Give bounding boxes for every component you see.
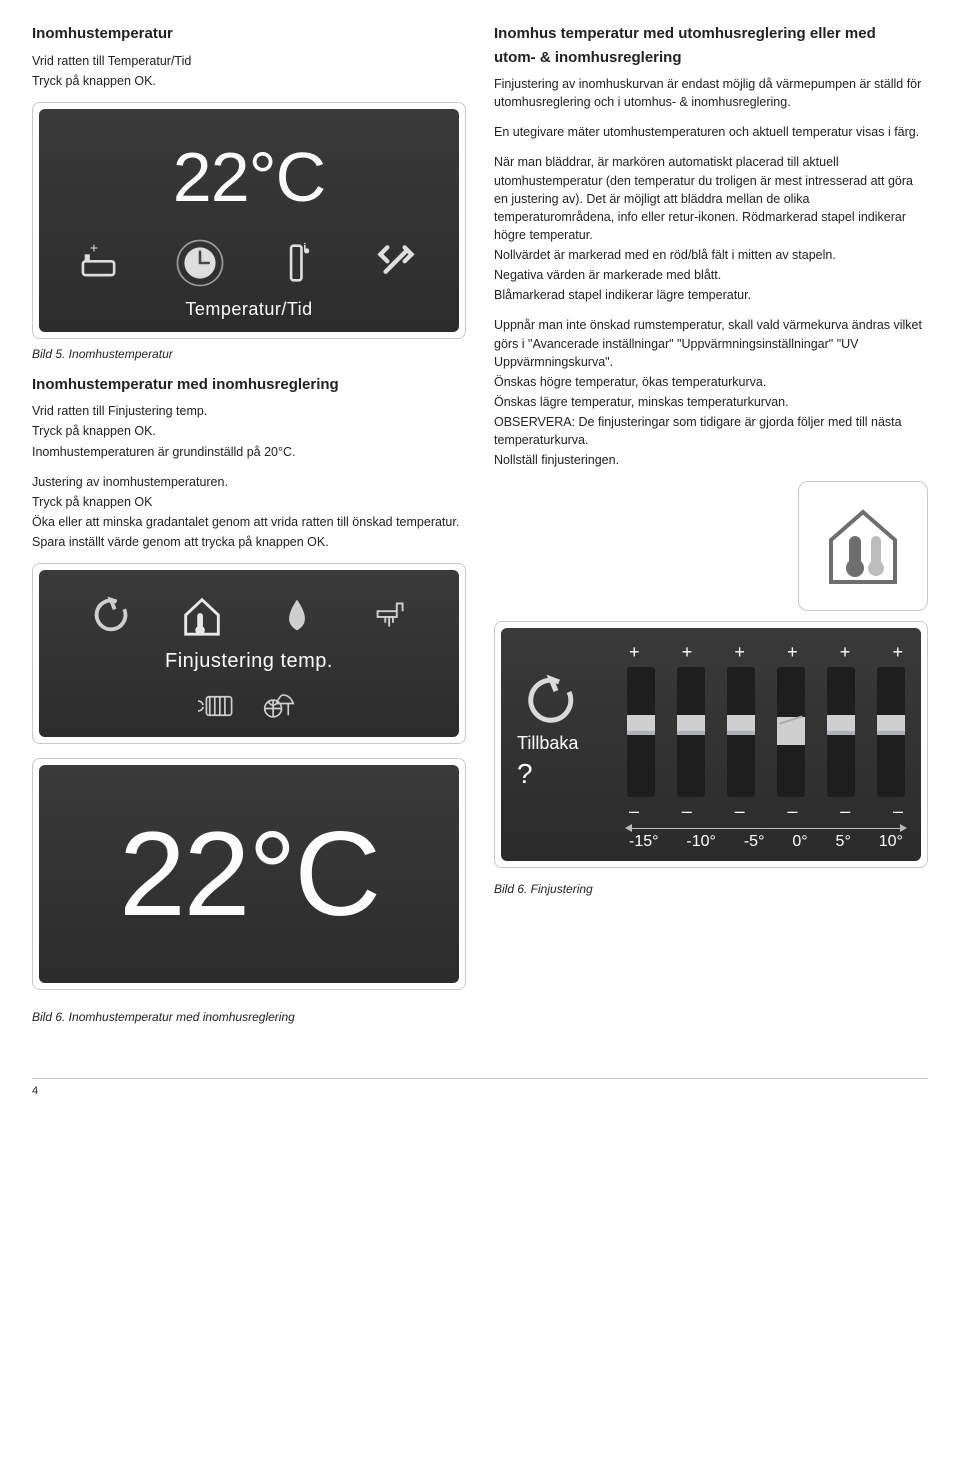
radiator-icon xyxy=(198,685,240,727)
screen1: 22°C + xyxy=(39,109,459,332)
info-icon: i xyxy=(272,237,324,289)
right-h1b: utom- & inomhusreglering xyxy=(494,48,928,68)
page-number: 4 xyxy=(32,1085,928,1097)
house-info-box xyxy=(798,481,928,611)
axis-label: 5° xyxy=(836,833,851,851)
drop-icon xyxy=(273,592,321,640)
hotwater-icon: + xyxy=(76,237,128,289)
screen2: Finjustering temp. xyxy=(39,570,459,737)
minus-label: – xyxy=(840,801,850,822)
right-p5: Negativa värden är markerade med blått. xyxy=(494,266,928,284)
wrench-icon xyxy=(370,237,422,289)
left-p1: Vrid ratten till Temperatur/Tid xyxy=(32,52,466,70)
bar-3[interactable] xyxy=(777,667,805,797)
right-p8: Önskas högre temperatur, ökas temperatur… xyxy=(494,373,928,391)
bar-5[interactable] xyxy=(877,667,905,797)
left-p2: Tryck på knappen OK. xyxy=(32,72,466,90)
screen1-frame: 22°C + xyxy=(32,102,466,339)
axis-label: -15° xyxy=(629,833,659,851)
minus-label: – xyxy=(629,801,639,822)
plus-label: + xyxy=(787,642,798,663)
left-p3: Vrid ratten till Finjustering temp. xyxy=(32,402,466,420)
right-p11: Nollställ finjusteringen. xyxy=(494,451,928,469)
axis-label: 10° xyxy=(879,833,903,851)
back-label: Tillbaka xyxy=(517,733,613,754)
house-thermo-icon xyxy=(813,496,913,596)
globe-umbrella-icon xyxy=(258,685,300,727)
plus-label: + xyxy=(682,642,693,663)
caption2: Bild 6. Inomhustemperatur med inomhusreg… xyxy=(32,1010,466,1024)
left-h1: Inomhustemperatur xyxy=(32,24,466,44)
caption1: Bild 5. Inomhustemperatur xyxy=(32,347,466,361)
right-p3: När man bläddrar, är markören automatisk… xyxy=(494,153,928,244)
bar-1[interactable] xyxy=(677,667,705,797)
plus-label: + xyxy=(840,642,851,663)
clock-icon xyxy=(174,237,226,289)
bar-4[interactable] xyxy=(827,667,855,797)
left-h2: Inomhustemperatur med inomhusreglering xyxy=(32,375,466,395)
left-p6: Justering av inomhustemperaturen. xyxy=(32,473,466,491)
right-p2: En utegivare mäter utomhustemperaturen o… xyxy=(494,123,928,141)
plus-row: + + + + + + xyxy=(627,642,905,663)
bars xyxy=(627,667,905,797)
right-p7: Uppnår man inte önskad rumstemperatur, s… xyxy=(494,316,928,370)
screen3-temp: 22°C xyxy=(51,777,447,971)
axis-label: -5° xyxy=(744,833,765,851)
house-temp-icon xyxy=(178,592,226,640)
svg-text:+: + xyxy=(90,239,98,255)
right-h1a: Inomhus temperatur med utomhusreglering … xyxy=(494,24,928,44)
right-p1: Finjustering av inomhuskurvan är endast … xyxy=(494,75,928,111)
axis-label: -10° xyxy=(686,833,716,851)
minus-label: – xyxy=(735,801,745,822)
screen1-icons: + i xyxy=(51,233,447,291)
screen1-temp: 22°C xyxy=(51,121,447,233)
right-p4: Nollvärdet är markerad med en röd/blå fä… xyxy=(494,246,928,264)
bars-area: + + + + + + – – – – – – -15° -10° -5° 0° 5° 10° xyxy=(627,642,905,853)
minus-label: – xyxy=(787,801,797,822)
footer-rule xyxy=(32,1078,928,1079)
plus-label: + xyxy=(629,642,640,663)
axis-arrow xyxy=(627,828,905,829)
screen2-title: Finjustering temp. xyxy=(53,650,445,685)
back-icon xyxy=(83,592,131,640)
bar-0[interactable] xyxy=(627,667,655,797)
screen2-frame: Finjustering temp. xyxy=(32,563,466,744)
bar-frame: Tillbaka ? + + + + + + – – – – – – -15° -10° -5° 0° 5°… xyxy=(494,621,928,868)
minus-label: – xyxy=(682,801,692,822)
help-icon: ? xyxy=(517,758,613,790)
right-p9: Önskas lägre temperatur, minskas tempera… xyxy=(494,393,928,411)
bar-left-panel: Tillbaka ? xyxy=(517,642,613,790)
tap-icon xyxy=(368,592,416,640)
bar-screen: Tillbaka ? + + + + + + – – – – – – -15° -10° -5° 0° 5°… xyxy=(501,628,921,861)
left-p7: Tryck på knappen OK xyxy=(32,493,466,511)
left-p8: Öka eller att minska gradantalet genom a… xyxy=(32,513,466,531)
minus-label: – xyxy=(893,801,903,822)
plus-label: + xyxy=(734,642,745,663)
svg-text:i: i xyxy=(303,242,306,254)
axis-label: 0° xyxy=(792,833,807,851)
minus-row: –––––– xyxy=(627,801,905,822)
left-p9: Spara inställt värde genom att trycka på… xyxy=(32,533,466,551)
screen3: 22°C xyxy=(39,765,459,983)
plus-label: + xyxy=(892,642,903,663)
right-p6: Blåmarkerad stapel indikerar lägre tempe… xyxy=(494,286,928,304)
bar-2[interactable] xyxy=(727,667,755,797)
screen3-frame: 22°C xyxy=(32,758,466,990)
back-arrow-icon xyxy=(517,668,577,728)
right-p10: OBSERVERA: De finjusteringar som tidigar… xyxy=(494,413,928,449)
right-caption: Bild 6. Finjustering xyxy=(494,882,928,896)
left-p4: Tryck på knappen OK. xyxy=(32,422,466,440)
screen1-label: Temperatur/Tid xyxy=(51,291,447,320)
left-p5: Inomhustemperaturen är grundinställd på … xyxy=(32,443,466,461)
axis-labels: -15° -10° -5° 0° 5° 10° xyxy=(627,829,905,853)
